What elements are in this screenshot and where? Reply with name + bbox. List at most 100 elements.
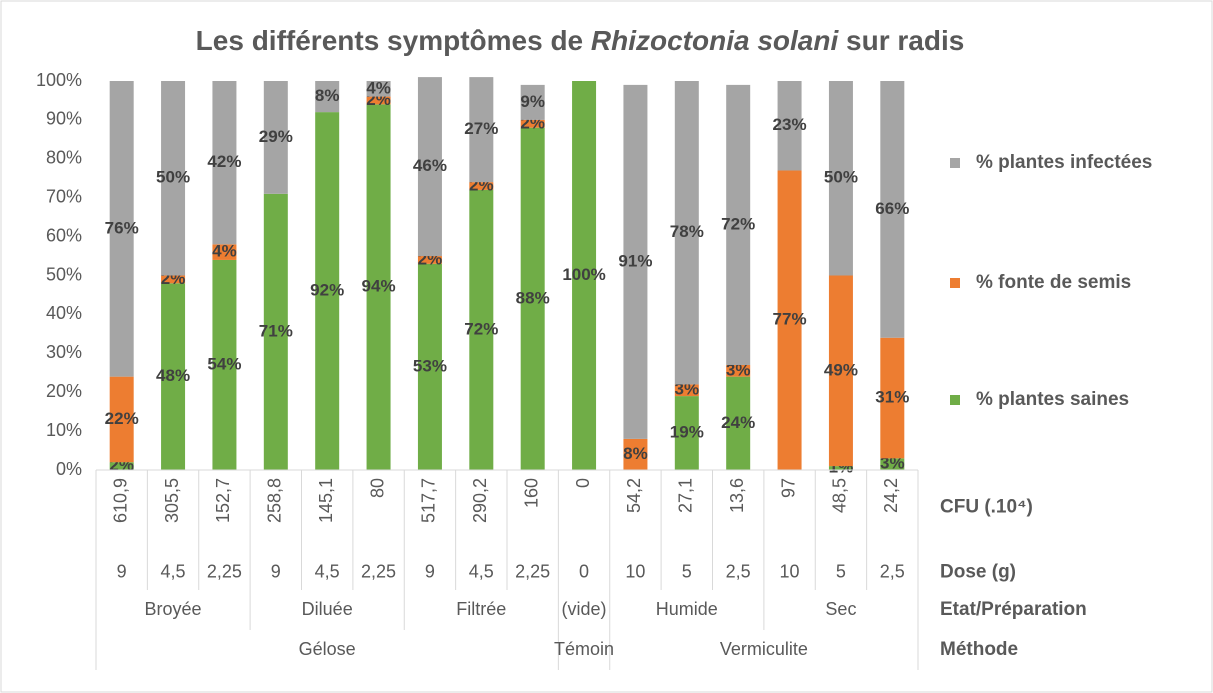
category-label: 9 bbox=[425, 561, 435, 581]
category-label: Sec bbox=[825, 599, 856, 619]
bar-segment bbox=[366, 96, 391, 105]
category-label: Diluée bbox=[302, 599, 353, 619]
category-label: 152,7 bbox=[213, 478, 233, 523]
level-name: Etat/Préparation bbox=[940, 599, 1087, 620]
y-tick-label: 90% bbox=[46, 109, 82, 129]
data-label: 71% bbox=[259, 321, 293, 340]
category-label: Témoin bbox=[554, 639, 614, 659]
legend-swatch bbox=[950, 158, 960, 168]
category-label: 4,5 bbox=[161, 561, 186, 581]
data-label: 49% bbox=[824, 360, 858, 379]
bar-segment bbox=[623, 84, 648, 439]
bar-segment bbox=[520, 84, 545, 120]
data-label: 46% bbox=[413, 156, 447, 175]
chart-title: Les différents symptômes de Rhizoctonia … bbox=[196, 25, 965, 56]
data-label: 54% bbox=[207, 354, 241, 373]
data-label: 8% bbox=[623, 444, 648, 463]
category-label: (vide) bbox=[562, 599, 607, 619]
level-name: CFU (.10⁴) bbox=[940, 497, 1033, 518]
category-label: 517,7 bbox=[419, 478, 439, 523]
category-label: Humide bbox=[656, 599, 718, 619]
data-label: 92% bbox=[310, 281, 344, 300]
data-label: 24% bbox=[721, 413, 755, 432]
data-label: 9% bbox=[520, 92, 545, 111]
title-part: Rhizoctonia solani bbox=[591, 25, 840, 56]
bar-segment bbox=[520, 119, 545, 128]
category-label: 2,25 bbox=[207, 561, 242, 581]
data-label: 42% bbox=[207, 152, 241, 171]
y-tick-label: 0% bbox=[56, 459, 82, 479]
y-tick-label: 50% bbox=[46, 264, 82, 284]
category-label: 290,2 bbox=[470, 478, 490, 523]
data-label: 88% bbox=[516, 288, 550, 307]
title-part: Les différents symptômes de bbox=[196, 25, 591, 56]
category-label: 9 bbox=[271, 561, 281, 581]
data-label: 3% bbox=[726, 360, 751, 379]
data-label: 78% bbox=[670, 222, 704, 241]
category-label: 9 bbox=[117, 561, 127, 581]
category-label: Filtrée bbox=[456, 599, 506, 619]
bar-segment bbox=[109, 81, 134, 377]
bar-segment bbox=[777, 170, 802, 470]
data-label: 48% bbox=[156, 366, 190, 385]
category-label: 0 bbox=[573, 478, 593, 488]
category-label: 10 bbox=[780, 561, 800, 581]
bar-segment bbox=[674, 384, 699, 397]
data-label: 3% bbox=[675, 380, 700, 399]
bar-segment bbox=[623, 438, 648, 470]
category-label: 305,5 bbox=[162, 478, 182, 523]
bar-segment bbox=[161, 275, 186, 284]
data-label: 94% bbox=[362, 277, 396, 296]
category-label: 2,25 bbox=[515, 561, 550, 581]
legend-label: % fonte de semis bbox=[976, 272, 1131, 293]
data-label: 3% bbox=[880, 454, 905, 473]
data-label: 100% bbox=[562, 265, 605, 284]
data-label: 4% bbox=[366, 78, 391, 97]
bar-segment bbox=[366, 104, 391, 470]
bar-segment bbox=[212, 259, 237, 470]
data-label: 77% bbox=[773, 310, 807, 329]
legend-label: % plantes infectées bbox=[976, 152, 1152, 173]
data-label: 27% bbox=[464, 119, 498, 138]
y-tick-label: 60% bbox=[46, 225, 82, 245]
category-label: Gélose bbox=[299, 639, 356, 659]
data-label: 31% bbox=[875, 388, 909, 407]
category-label: 54,2 bbox=[624, 478, 644, 513]
category-label: 13,6 bbox=[727, 478, 747, 513]
data-label: 66% bbox=[875, 199, 909, 218]
bar-segment bbox=[417, 77, 442, 257]
category-label: 160 bbox=[521, 478, 541, 508]
bar-segment bbox=[263, 193, 288, 470]
category-label: Broyée bbox=[145, 599, 202, 619]
bar-segment bbox=[777, 81, 802, 171]
bar-segment bbox=[212, 244, 237, 260]
data-label: 72% bbox=[464, 319, 498, 338]
bar-segment bbox=[109, 376, 134, 463]
bar-segment bbox=[417, 256, 442, 264]
bar-segment bbox=[161, 81, 186, 276]
data-label: 8% bbox=[315, 86, 340, 105]
category-label: 4,5 bbox=[469, 561, 494, 581]
category-label: 48,5 bbox=[830, 478, 850, 513]
y-tick-label: 70% bbox=[46, 186, 82, 206]
bar-segment bbox=[109, 462, 134, 470]
data-label: 50% bbox=[824, 168, 858, 187]
category-label: 27,1 bbox=[676, 478, 696, 513]
category-label: 97 bbox=[778, 478, 798, 498]
category-label: 610,9 bbox=[110, 478, 130, 523]
bar-segment bbox=[263, 81, 288, 194]
bar-segment bbox=[726, 84, 751, 365]
legend-swatch bbox=[950, 395, 960, 405]
bar-segment bbox=[161, 283, 186, 470]
category-label: 2,25 bbox=[361, 561, 396, 581]
bar-segment bbox=[315, 81, 340, 113]
category-label: 24,2 bbox=[881, 478, 901, 513]
bar-segment bbox=[828, 466, 853, 470]
bar-segment bbox=[880, 81, 905, 338]
bar-segment bbox=[417, 263, 442, 470]
level-name: Dose (g) bbox=[940, 562, 1016, 583]
bar-segment bbox=[674, 396, 699, 470]
category-label: 258,8 bbox=[265, 478, 285, 523]
level-name: Méthode bbox=[940, 639, 1018, 660]
